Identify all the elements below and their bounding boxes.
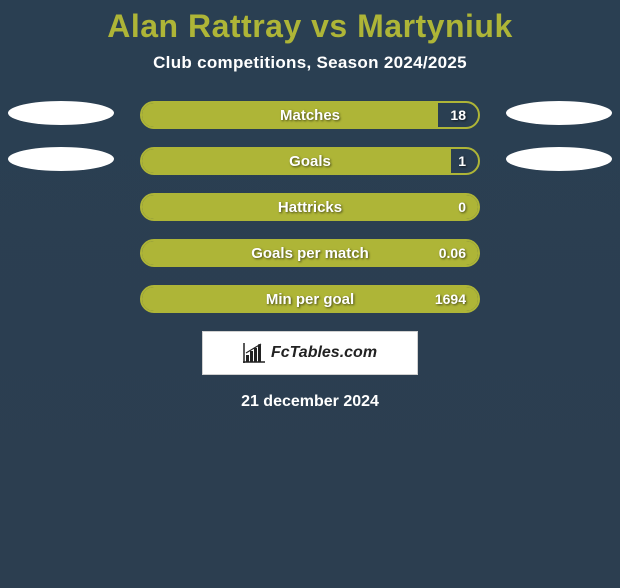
fctables-logo-text: FcTables.com	[271, 344, 377, 362]
stat-row: Matches 18	[140, 101, 480, 129]
stat-row: Hattricks 0	[140, 193, 480, 221]
comparison-subtitle: Club competitions, Season 2024/2025	[0, 53, 620, 73]
stat-value: 18	[450, 107, 466, 123]
player-right-indicator-row2	[506, 147, 612, 171]
stat-row: Goals 1	[140, 147, 480, 175]
stat-label: Min per goal	[266, 291, 354, 308]
stat-row: Min per goal 1694	[140, 285, 480, 313]
stat-label: Goals	[289, 153, 331, 170]
stat-value: 0	[458, 199, 466, 215]
stat-label: Matches	[280, 107, 340, 124]
player-left-indicator-row2	[8, 147, 114, 171]
stat-row: Goals per match 0.06	[140, 239, 480, 267]
stat-value: 1	[458, 153, 466, 169]
stat-value: 1694	[435, 291, 466, 307]
player-left-indicator-row1	[8, 101, 114, 125]
stat-label: Hattricks	[278, 199, 342, 216]
player-right-indicator-row1	[506, 101, 612, 125]
snapshot-date: 21 december 2024	[0, 393, 620, 411]
stat-label: Goals per match	[251, 245, 369, 262]
comparison-title: Alan Rattray vs Martyniuk	[0, 8, 620, 45]
stats-container: Matches 18 Goals 1 Hattricks 0 Goals per match…	[0, 101, 620, 313]
stat-value: 0.06	[439, 245, 466, 261]
bar-chart-icon	[243, 343, 265, 363]
fctables-logo[interactable]: FcTables.com	[202, 331, 418, 375]
